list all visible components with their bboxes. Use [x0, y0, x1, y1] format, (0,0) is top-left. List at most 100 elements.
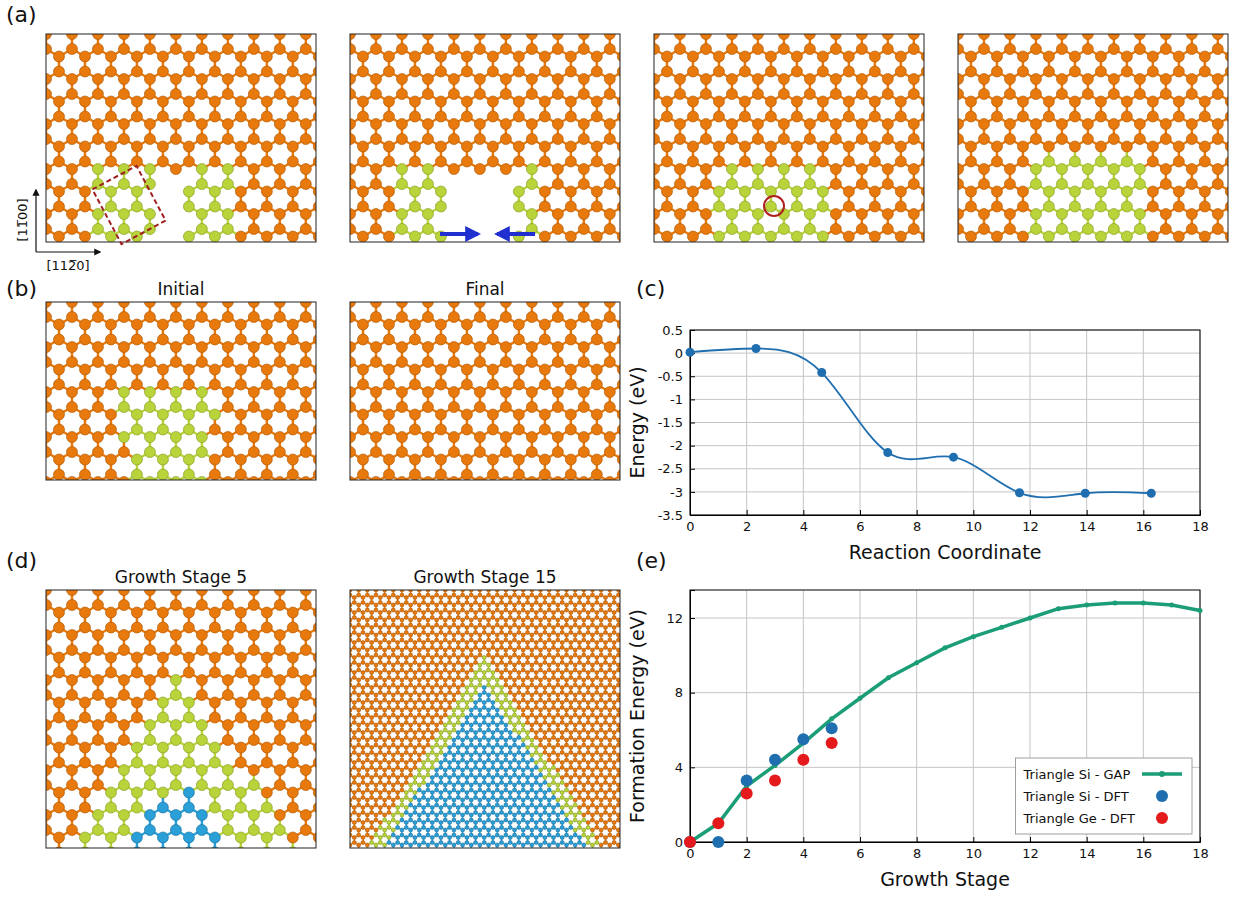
- atom: [79, 231, 90, 242]
- atom: [92, 224, 103, 235]
- atom: [157, 156, 168, 167]
- lattice-image: [285, 0, 714, 327]
- atom: [565, 111, 576, 122]
- atom: [396, 119, 407, 130]
- atom: [526, 164, 537, 175]
- atom: [700, 179, 711, 190]
- atom: [661, 201, 672, 212]
- atom: [1134, 44, 1145, 55]
- atom: [157, 141, 168, 152]
- atom: [1160, 164, 1171, 175]
- atom: [1212, 34, 1223, 40]
- atom: [209, 141, 220, 152]
- atom: [578, 44, 589, 55]
- atom: [578, 119, 589, 130]
- atom: [804, 179, 815, 190]
- atom: [396, 89, 407, 100]
- atom: [552, 224, 563, 235]
- atom: [350, 119, 356, 130]
- atom: [565, 231, 576, 242]
- atom: [1121, 201, 1132, 212]
- atom: [196, 89, 207, 100]
- atom: [958, 134, 964, 145]
- atom: [752, 164, 763, 175]
- atom: [248, 44, 259, 55]
- atom: [461, 156, 472, 167]
- atom: [552, 74, 563, 85]
- atom: [1147, 66, 1158, 77]
- atom: [196, 224, 207, 235]
- atom: [105, 66, 116, 77]
- atom: [357, 186, 368, 197]
- atom: [661, 141, 672, 152]
- atom: [46, 34, 52, 40]
- atom: [1186, 179, 1197, 190]
- atom: [235, 186, 246, 197]
- arrow: [440, 232, 478, 236]
- atom: [513, 141, 524, 152]
- atom: [591, 231, 602, 242]
- atom: [1199, 156, 1210, 167]
- atom: [157, 51, 168, 62]
- atom: [604, 134, 615, 145]
- atom: [604, 44, 615, 55]
- atom: [248, 179, 259, 190]
- atom: [817, 141, 828, 152]
- atom: [778, 134, 789, 145]
- atom: [752, 34, 763, 40]
- atom: [674, 89, 685, 100]
- atom: [565, 51, 576, 62]
- atom: [287, 66, 298, 77]
- atom: [350, 89, 356, 100]
- atom: [1095, 231, 1106, 242]
- atom: [991, 231, 1002, 242]
- atom: [791, 66, 802, 77]
- atom: [1186, 44, 1197, 55]
- atom: [196, 179, 207, 190]
- lattice-image: [0, 0, 410, 327]
- atom: [578, 224, 589, 235]
- atom: [1030, 224, 1041, 235]
- atom: [778, 119, 789, 130]
- atom: [654, 34, 660, 40]
- atom: [778, 179, 789, 190]
- atom: [435, 111, 446, 122]
- atom: [654, 209, 660, 220]
- atom: [1199, 96, 1210, 107]
- lattice: [654, 34, 924, 242]
- atom: [131, 186, 142, 197]
- atom: [53, 66, 64, 77]
- atom: [674, 134, 685, 145]
- atom: [765, 231, 776, 242]
- atom: [882, 89, 893, 100]
- atom: [287, 201, 298, 212]
- atom: [978, 119, 989, 130]
- atom: [791, 231, 802, 242]
- atom: [687, 96, 698, 107]
- atom: [778, 74, 789, 85]
- atom: [66, 74, 77, 85]
- atom: [1199, 231, 1210, 242]
- atom: [474, 134, 485, 145]
- atom: [287, 51, 298, 62]
- atom: [222, 134, 233, 145]
- atom: [1212, 134, 1223, 145]
- atom: [726, 34, 737, 40]
- atom: [1212, 119, 1223, 130]
- atom: [170, 34, 181, 40]
- atom: [965, 96, 976, 107]
- atom: [274, 89, 285, 100]
- image-frame: [958, 34, 1228, 242]
- lattice: [46, 34, 316, 242]
- atom: [991, 51, 1002, 62]
- atom: [661, 186, 672, 197]
- atom: [958, 179, 964, 190]
- atom: [674, 44, 685, 55]
- atom: [131, 141, 142, 152]
- atom: [830, 164, 841, 175]
- atom: [817, 186, 828, 197]
- atom: [765, 156, 776, 167]
- atom: [991, 141, 1002, 152]
- atom: [908, 89, 919, 100]
- atom: [66, 119, 77, 130]
